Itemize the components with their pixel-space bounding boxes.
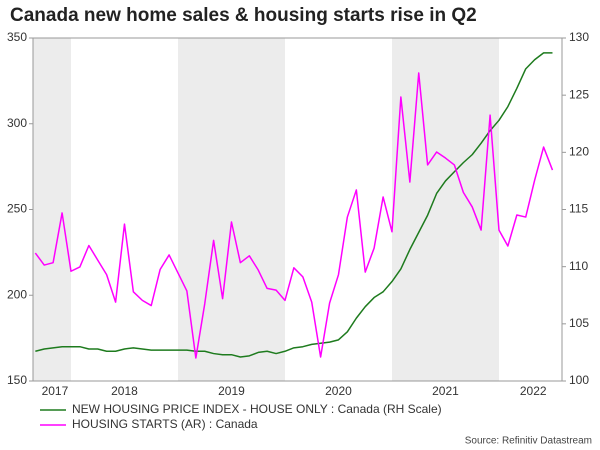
y-tick-label: 300 (7, 116, 27, 130)
year-shading (33, 38, 71, 381)
x-tick-label: 2019 (218, 384, 245, 398)
y-tick-label: 250 (7, 202, 27, 216)
y2-tick-label: 125 (569, 87, 589, 101)
y2-tick-label: 110 (569, 259, 588, 273)
legend-label: HOUSING STARTS (AR) : Canada (72, 417, 258, 431)
x-tick-label: 2021 (432, 384, 459, 398)
x-tick-label: 2018 (111, 384, 138, 398)
legend-label: NEW HOUSING PRICE INDEX - HOUSE ONLY : C… (72, 402, 442, 416)
x-tick-label: 2022 (520, 384, 547, 398)
x-tick-label: 2020 (325, 384, 352, 398)
y-tick-label: 350 (7, 30, 27, 44)
year-shading (391, 38, 499, 381)
y2-tick-label: 115 (569, 202, 588, 216)
y2-tick-label: 105 (569, 316, 589, 330)
x-tick-label: 2017 (42, 384, 69, 398)
source-note: Source: Refinitiv Datastream (465, 436, 592, 447)
series-line (35, 52, 553, 358)
series-line (34, 72, 554, 359)
y2-tick-label: 120 (569, 145, 589, 159)
y-tick-label: 200 (7, 287, 27, 301)
y2-tick-label: 130 (569, 30, 589, 44)
y-tick-label: 150 (7, 373, 27, 387)
year-shading (177, 38, 285, 381)
y2-tick-label: 100 (569, 373, 589, 387)
chart-title: Canada new home sales & housing starts r… (10, 5, 477, 26)
